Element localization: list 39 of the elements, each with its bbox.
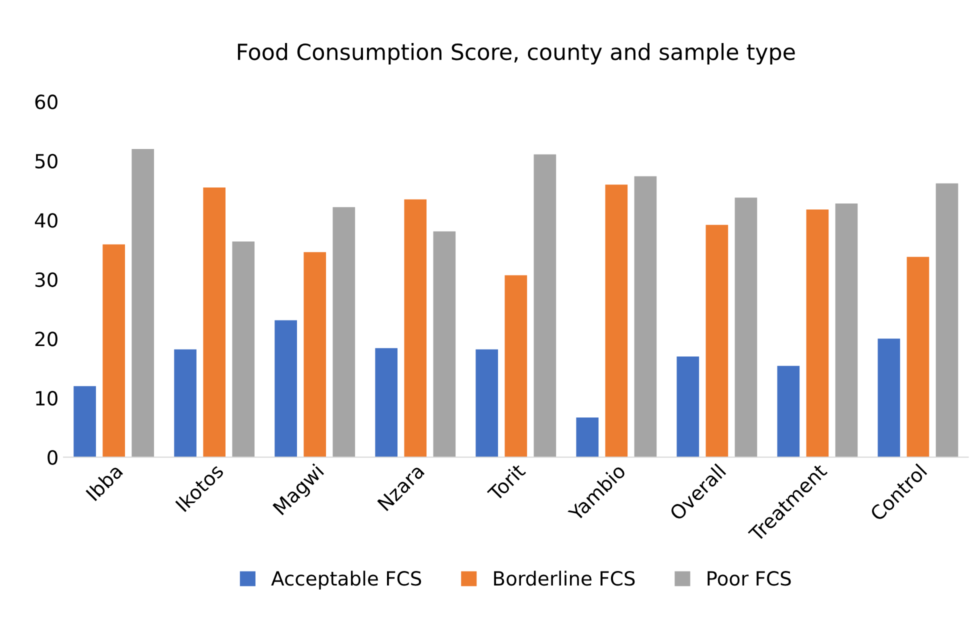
bar bbox=[835, 204, 858, 458]
bar bbox=[476, 349, 498, 458]
bar bbox=[203, 188, 226, 458]
bar bbox=[534, 154, 556, 458]
bar bbox=[102, 244, 125, 458]
y-tick-label: 10 bbox=[36, 390, 58, 406]
legend-label: Acceptable FCS bbox=[271, 570, 422, 590]
bar bbox=[777, 366, 800, 458]
bar bbox=[806, 209, 829, 458]
y-tick-label: 60 bbox=[35, 94, 58, 110]
y-tick-label: 0 bbox=[48, 450, 58, 465]
bar bbox=[304, 252, 326, 458]
bar bbox=[676, 356, 700, 458]
bar bbox=[504, 275, 528, 458]
x-tick-label: Torit bbox=[486, 462, 526, 502]
bar bbox=[706, 224, 728, 458]
bar bbox=[878, 338, 900, 458]
bar bbox=[274, 320, 297, 458]
bar bbox=[232, 241, 255, 458]
legend-label: Poor FCS bbox=[708, 571, 791, 586]
bar bbox=[375, 348, 398, 458]
chart-title: Food Consumption Score, county and sample type bbox=[238, 43, 795, 65]
bar bbox=[174, 349, 196, 458]
bar bbox=[906, 256, 930, 458]
bar bbox=[936, 183, 958, 458]
bar bbox=[433, 231, 456, 458]
bar bbox=[332, 207, 356, 458]
bar bbox=[404, 199, 427, 458]
legend-label: Borderline FCS bbox=[494, 570, 635, 586]
bar bbox=[734, 198, 758, 458]
y-tick-label: 50 bbox=[35, 154, 58, 169]
bar bbox=[605, 184, 628, 458]
y-tick-label: 20 bbox=[35, 332, 58, 346]
y-tick-label: 30 bbox=[35, 272, 58, 288]
y-tick-label: 40 bbox=[34, 213, 58, 228]
bar bbox=[74, 386, 96, 458]
bar bbox=[576, 417, 599, 458]
bar bbox=[132, 149, 154, 458]
bar bbox=[634, 176, 657, 458]
